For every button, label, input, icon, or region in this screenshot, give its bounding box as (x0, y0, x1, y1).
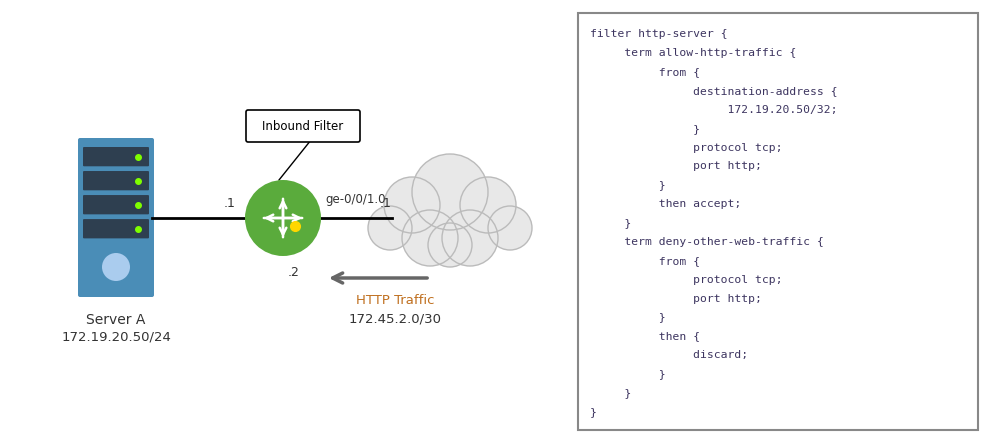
Text: protocol tcp;: protocol tcp; (590, 143, 782, 152)
Text: Inbound Filter: Inbound Filter (263, 120, 344, 132)
Circle shape (384, 177, 440, 233)
Text: }: } (590, 388, 631, 398)
Text: }: } (590, 180, 666, 190)
Text: 172.45.2.0/30: 172.45.2.0/30 (349, 312, 442, 325)
Text: from {: from { (590, 256, 700, 266)
Text: term allow-http-traffic {: term allow-http-traffic { (590, 48, 796, 58)
FancyBboxPatch shape (246, 110, 360, 142)
FancyBboxPatch shape (83, 147, 149, 166)
Text: .2: .2 (288, 266, 300, 279)
Text: }: } (590, 312, 666, 323)
Text: port http;: port http; (590, 294, 762, 303)
Text: .1: .1 (223, 197, 235, 210)
Circle shape (102, 253, 130, 281)
Text: discard;: discard; (590, 350, 748, 360)
Text: then {: then { (590, 331, 700, 341)
Text: HTTP Traffic: HTTP Traffic (356, 294, 435, 307)
FancyBboxPatch shape (578, 13, 978, 430)
Text: .1: .1 (380, 197, 392, 210)
Text: 172.19.20.50/32;: 172.19.20.50/32; (590, 105, 838, 115)
Text: filter http-server {: filter http-server { (590, 29, 727, 39)
FancyBboxPatch shape (83, 219, 149, 238)
Text: }: } (590, 369, 666, 379)
Circle shape (460, 177, 516, 233)
Circle shape (412, 154, 488, 230)
Text: }: } (590, 407, 597, 417)
FancyBboxPatch shape (83, 195, 149, 214)
Text: port http;: port http; (590, 161, 762, 171)
Text: term deny-other-web-traffic {: term deny-other-web-traffic { (590, 237, 824, 247)
Circle shape (428, 223, 472, 267)
Text: protocol tcp;: protocol tcp; (590, 275, 782, 285)
Text: Server A: Server A (86, 313, 145, 327)
Text: destination-address {: destination-address { (590, 86, 838, 96)
Circle shape (442, 210, 498, 266)
Text: ge-0/0/1.0: ge-0/0/1.0 (325, 193, 385, 206)
Circle shape (402, 210, 458, 266)
FancyBboxPatch shape (83, 171, 149, 190)
FancyBboxPatch shape (78, 138, 154, 297)
Text: then accept;: then accept; (590, 199, 741, 209)
Circle shape (245, 180, 321, 256)
Text: from {: from { (590, 67, 700, 77)
Circle shape (488, 206, 532, 250)
Circle shape (368, 206, 412, 250)
Text: }: } (590, 124, 700, 134)
Text: 172.19.20.50/24: 172.19.20.50/24 (61, 331, 171, 344)
Text: }: } (590, 218, 631, 228)
